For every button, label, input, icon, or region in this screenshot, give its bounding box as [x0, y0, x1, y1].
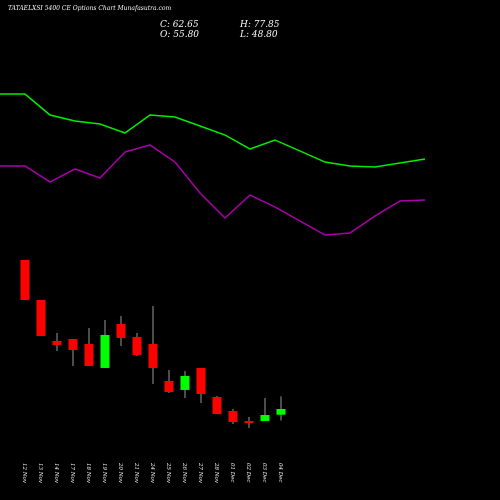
candle-body [244, 421, 254, 424]
x-tick-label: 25 Nov [165, 462, 171, 484]
chart-title: TATAELXSI 5400 CE Options Chart Munafasu… [8, 5, 171, 12]
candle-body [52, 340, 62, 345]
candle-body [196, 367, 206, 395]
candle-body [164, 380, 174, 393]
candle-body [180, 375, 190, 390]
indicator-line [0, 144, 426, 236]
x-tick-label: 12 Nov [21, 463, 27, 484]
x-tick-label: 28 Nov [213, 462, 219, 484]
candle-body [260, 415, 270, 422]
x-tick-label: 24 Nov [149, 462, 155, 484]
indicator-line [0, 93, 426, 168]
x-tick-label: 01 Dec [229, 463, 235, 483]
header-open: O: 55.80 [160, 30, 199, 40]
x-tick-label: 26 Nov [181, 462, 187, 484]
header-high: H: 77.85 [239, 20, 280, 30]
x-tick-label: 27 Nov [197, 462, 203, 484]
header-close: C: 62.65 [160, 20, 199, 30]
candle-body [84, 344, 94, 366]
x-tick-label: 18 Nov [85, 463, 91, 484]
x-tick-label: 17 Nov [69, 463, 75, 484]
candle-body [228, 411, 238, 423]
header-low: L: 48.80 [239, 30, 278, 40]
x-tick-label: 20 Nov [117, 462, 123, 484]
x-tick-label: 13 Nov [37, 463, 43, 484]
x-tick-label: 04 Dec [277, 463, 283, 483]
x-tick-label: 19 Nov [101, 463, 107, 484]
x-tick-label: 21 Nov [133, 462, 139, 484]
x-tick-label: 14 Nov [53, 463, 59, 484]
x-tick-label: 03 Dec [261, 463, 267, 483]
candle-body [148, 344, 158, 368]
candle-body [132, 337, 142, 355]
candle-body [116, 323, 126, 338]
x-tick-label: 02 Dec [245, 463, 251, 483]
candle-body [36, 299, 46, 336]
candle-body [212, 397, 222, 415]
candle-body [276, 408, 286, 415]
candle-body [100, 334, 110, 368]
candle-body [68, 339, 78, 350]
candle-body [20, 259, 30, 300]
